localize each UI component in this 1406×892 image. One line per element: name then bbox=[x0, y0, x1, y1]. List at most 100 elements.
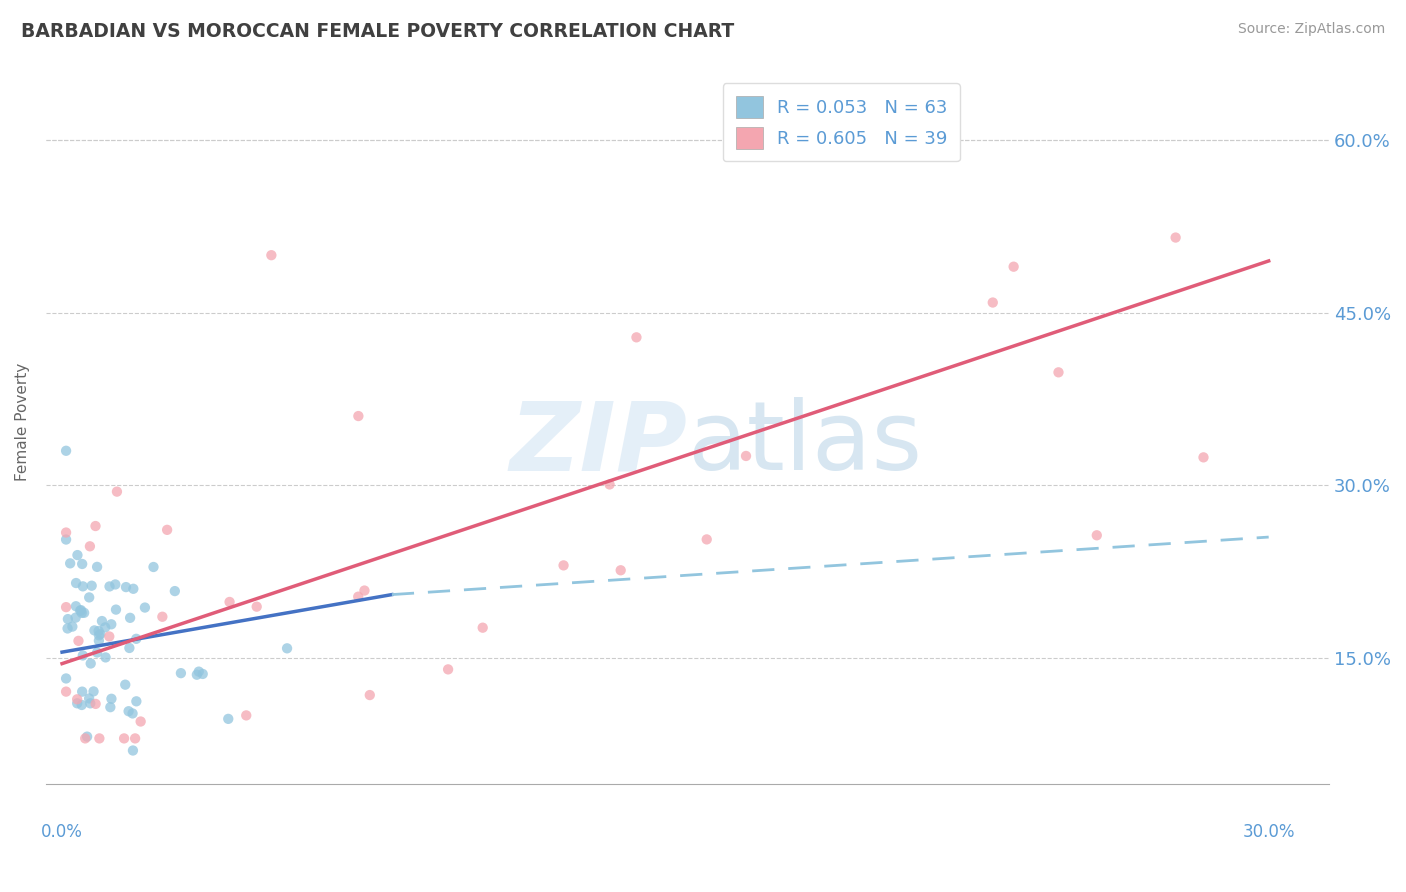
Point bbox=[98, 700, 121, 714]
Point bbox=[246, 599, 269, 614]
Point bbox=[70, 557, 93, 571]
Point bbox=[359, 688, 381, 702]
Point bbox=[125, 632, 148, 646]
Point bbox=[156, 523, 179, 537]
Point bbox=[70, 698, 93, 712]
Point bbox=[72, 579, 94, 593]
Point bbox=[1164, 230, 1187, 244]
Point bbox=[55, 525, 77, 540]
Point bbox=[1192, 450, 1215, 465]
Point bbox=[67, 633, 90, 648]
Point bbox=[55, 672, 77, 686]
Point bbox=[79, 539, 101, 553]
Point bbox=[218, 595, 240, 609]
Point bbox=[115, 580, 138, 594]
Point bbox=[65, 610, 87, 624]
Point bbox=[104, 577, 127, 591]
Point bbox=[735, 449, 758, 463]
Point bbox=[260, 248, 283, 262]
Point bbox=[75, 731, 97, 746]
Legend: R = 0.053   N = 63, R = 0.605   N = 39: R = 0.053 N = 63, R = 0.605 N = 39 bbox=[723, 83, 960, 161]
Point bbox=[100, 691, 122, 706]
Point bbox=[122, 743, 145, 757]
Point bbox=[114, 678, 136, 692]
Point bbox=[70, 684, 93, 698]
Point bbox=[121, 706, 143, 721]
Point bbox=[112, 731, 135, 746]
Point bbox=[55, 533, 77, 547]
Point bbox=[217, 712, 239, 726]
Point bbox=[129, 714, 152, 729]
Point bbox=[1085, 528, 1108, 542]
Point bbox=[80, 579, 103, 593]
Point bbox=[72, 648, 94, 663]
Point bbox=[69, 604, 91, 618]
Point bbox=[84, 697, 107, 711]
Point bbox=[79, 696, 101, 710]
Point bbox=[76, 730, 98, 744]
Point bbox=[347, 409, 370, 423]
Point bbox=[87, 624, 110, 638]
Point bbox=[86, 560, 108, 574]
Point bbox=[73, 606, 96, 620]
Point bbox=[170, 666, 193, 681]
Point bbox=[134, 600, 156, 615]
Text: 30.0%: 30.0% bbox=[1243, 823, 1295, 841]
Point bbox=[125, 694, 148, 708]
Point bbox=[83, 624, 105, 638]
Point bbox=[86, 646, 108, 660]
Point bbox=[83, 684, 105, 698]
Text: 0.0%: 0.0% bbox=[41, 823, 83, 841]
Point bbox=[66, 696, 89, 710]
Point bbox=[80, 657, 103, 671]
Point bbox=[60, 619, 83, 633]
Point bbox=[55, 600, 77, 615]
Point bbox=[186, 667, 208, 681]
Point bbox=[98, 579, 121, 593]
Point bbox=[55, 443, 77, 458]
Point bbox=[553, 558, 575, 573]
Point bbox=[94, 620, 117, 634]
Point bbox=[98, 630, 121, 644]
Point bbox=[87, 633, 110, 648]
Point bbox=[56, 622, 79, 636]
Point bbox=[84, 519, 107, 533]
Point bbox=[235, 708, 257, 723]
Point bbox=[56, 612, 79, 626]
Point bbox=[66, 692, 89, 706]
Point bbox=[437, 662, 460, 676]
Point bbox=[599, 477, 621, 491]
Point bbox=[347, 590, 370, 604]
Text: atlas: atlas bbox=[688, 397, 922, 491]
Point bbox=[609, 563, 631, 577]
Point bbox=[100, 617, 122, 632]
Point bbox=[1047, 365, 1070, 379]
Point bbox=[55, 684, 77, 698]
Point bbox=[87, 628, 110, 642]
Point bbox=[89, 731, 111, 746]
Point bbox=[191, 667, 214, 681]
Point bbox=[117, 704, 139, 718]
Text: BARBADIAN VS MOROCCAN FEMALE POVERTY CORRELATION CHART: BARBADIAN VS MOROCCAN FEMALE POVERTY COR… bbox=[21, 22, 734, 41]
Point bbox=[59, 557, 82, 571]
Point bbox=[163, 584, 186, 599]
Point bbox=[104, 602, 127, 616]
Point bbox=[626, 330, 648, 344]
Point bbox=[353, 583, 375, 598]
Point bbox=[66, 548, 89, 562]
Point bbox=[124, 731, 146, 746]
Text: Source: ZipAtlas.com: Source: ZipAtlas.com bbox=[1237, 22, 1385, 37]
Point bbox=[981, 295, 1004, 310]
Point bbox=[276, 641, 298, 656]
Point bbox=[118, 640, 141, 655]
Point bbox=[142, 560, 165, 574]
Point bbox=[94, 650, 117, 665]
Point bbox=[120, 611, 142, 625]
Point bbox=[65, 599, 87, 614]
Point bbox=[89, 627, 111, 641]
Point bbox=[696, 533, 718, 547]
Point bbox=[70, 606, 93, 620]
Point bbox=[1002, 260, 1025, 274]
Point bbox=[70, 603, 93, 617]
Point bbox=[150, 609, 173, 624]
